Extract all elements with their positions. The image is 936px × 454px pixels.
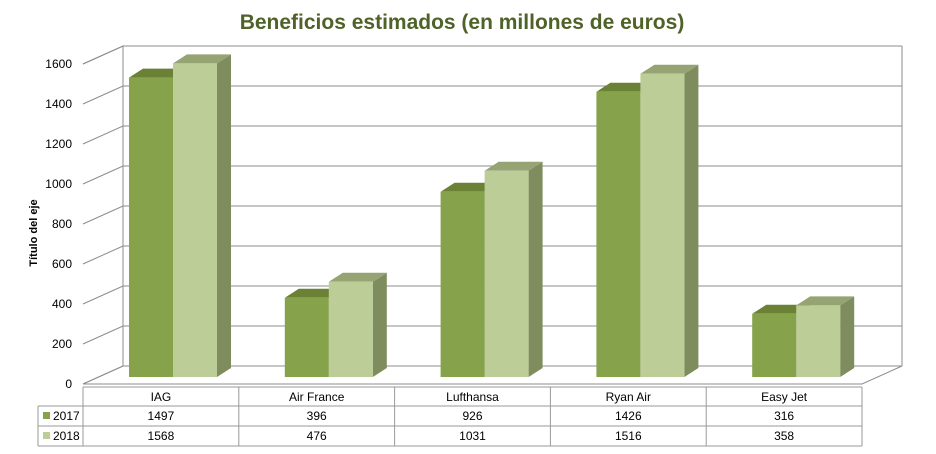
- y-tick-label: 0: [65, 377, 72, 391]
- bar-top: [328, 272, 387, 282]
- y-axis-ticks: 0 200 400 600 800 1000 1200 1400 1600: [45, 57, 72, 391]
- side-wall-edge: [82, 45, 124, 366]
- bar-front: [284, 297, 329, 377]
- bar-top: [640, 64, 699, 74]
- y-tick-label: 400: [52, 297, 72, 311]
- data-label: 1426: [615, 409, 642, 423]
- gridline: [82, 45, 902, 65]
- data-table: IAG Air France Lufthansa Ryan Air Easy Jet 20…: [37, 386, 863, 447]
- bar-front: [796, 305, 841, 377]
- data-label: 358: [774, 429, 794, 443]
- bar-front: [596, 91, 641, 378]
- bar-top: [129, 68, 187, 78]
- bar-top: [596, 82, 655, 92]
- bar-front: [129, 77, 173, 377]
- bar-2018-ryan-air: [640, 64, 699, 378]
- bar-front: [484, 170, 529, 377]
- category-label: Easy Jet: [761, 390, 808, 404]
- bar-2018-air-france: [328, 272, 387, 377]
- data-label: 396: [307, 409, 327, 423]
- category-label: IAG: [151, 390, 172, 404]
- bar-side: [840, 296, 855, 377]
- bars: [129, 54, 855, 378]
- chart-title: Beneficios estimados (en millones de eur…: [240, 11, 685, 34]
- category-label: Ryan Air: [606, 390, 651, 404]
- legend-label-2018: 2018: [53, 429, 80, 443]
- bar-side: [684, 64, 699, 378]
- bar-front: [173, 63, 217, 378]
- data-label: 1031: [459, 429, 486, 443]
- bar-front: [328, 281, 373, 377]
- bar-side: [217, 54, 231, 378]
- legend-label-2017: 2017: [53, 409, 80, 423]
- data-label: 1516: [615, 429, 642, 443]
- bar-top: [440, 182, 499, 192]
- bar-front: [440, 191, 485, 377]
- bar-top: [484, 161, 543, 171]
- bar-top: [284, 288, 343, 298]
- bar-top: [752, 304, 811, 314]
- y-tick-label: 800: [52, 217, 72, 231]
- data-label: 476: [307, 429, 327, 443]
- bar-top: [173, 54, 231, 64]
- category-label: Lufthansa: [446, 390, 499, 404]
- bar-side: [528, 161, 543, 377]
- bar-front: [752, 313, 797, 377]
- data-label: 926: [462, 409, 482, 423]
- y-tick-label: 1400: [45, 97, 72, 111]
- bar-2018-lufthansa: [484, 161, 543, 377]
- data-label: 1568: [148, 429, 175, 443]
- bar-side: [372, 272, 387, 377]
- y-tick-label: 1000: [45, 177, 72, 191]
- legend-swatch-2017: [43, 412, 50, 419]
- legend-swatch-2018: [43, 432, 50, 439]
- y-tick-label: 1200: [45, 137, 72, 151]
- category-label: Air France: [289, 390, 345, 404]
- y-axis-label: Título del eje: [28, 199, 40, 266]
- y-tick-label: 600: [52, 257, 72, 271]
- bar-2018-easy-jet: [796, 296, 855, 377]
- bar-2018-iag: [173, 54, 231, 378]
- bar-top: [796, 296, 855, 306]
- data-label: 316: [774, 409, 794, 423]
- bar-front: [640, 73, 685, 378]
- y-tick-label: 200: [52, 337, 72, 351]
- data-label: 1497: [148, 409, 175, 423]
- y-tick-label: 1600: [45, 57, 72, 71]
